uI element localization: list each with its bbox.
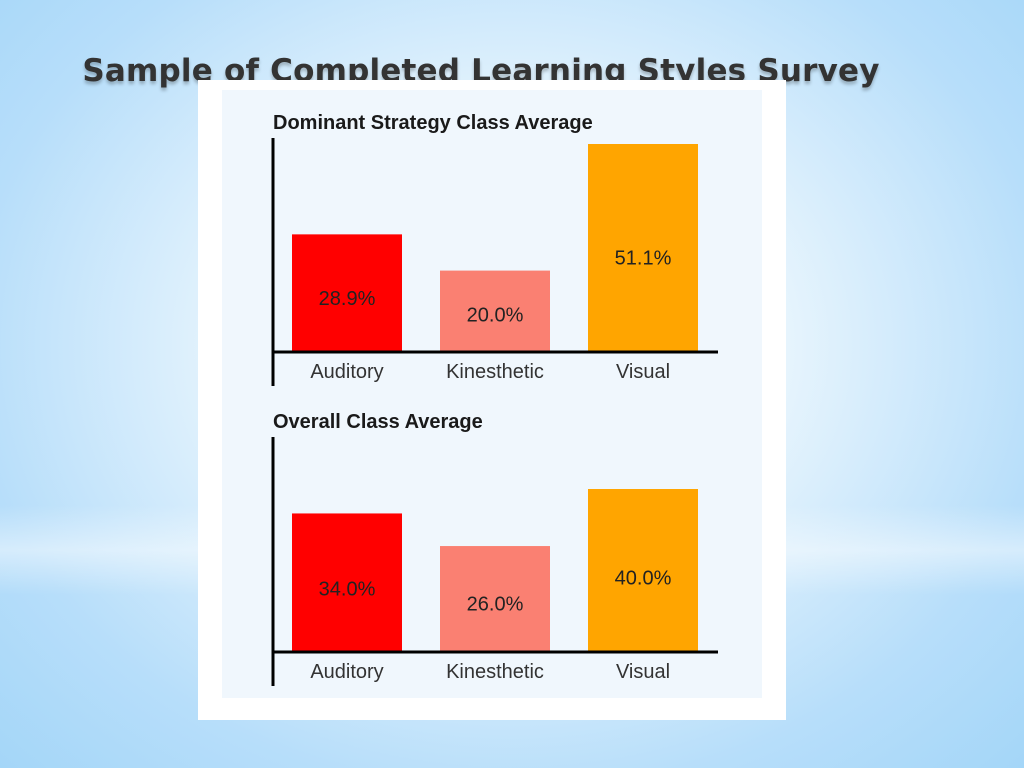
bar-visual-1 [588,144,698,352]
bar-kinesthetic-2 [440,546,550,652]
tick-label-visual-1: Visual [616,361,670,383]
data-label-kinesthetic-1: 20.0% [467,304,524,326]
chart-title-overall: Overall Class Average [273,411,483,433]
data-label-auditory-1: 28.9% [319,288,376,310]
bar-kinesthetic-1 [440,270,550,352]
tick-label-kinesthetic-1: Kinesthetic [446,361,544,383]
data-label-visual-2: 40.0% [615,568,672,590]
bar-auditory-2 [292,513,402,652]
chart-title-dominant: Dominant Strategy Class Average [273,112,593,134]
data-label-kinesthetic-2: 26.0% [467,593,524,615]
tick-label-auditory-2: Auditory [310,661,383,683]
bar-auditory-1 [292,234,402,352]
data-label-auditory-2: 34.0% [319,579,376,601]
bar-visual-2 [588,489,698,652]
tick-label-kinesthetic-2: Kinesthetic [446,661,544,683]
data-label-visual-1: 51.1% [615,247,672,269]
tick-label-visual-2: Visual [616,661,670,683]
tick-label-auditory-1: Auditory [310,361,383,383]
